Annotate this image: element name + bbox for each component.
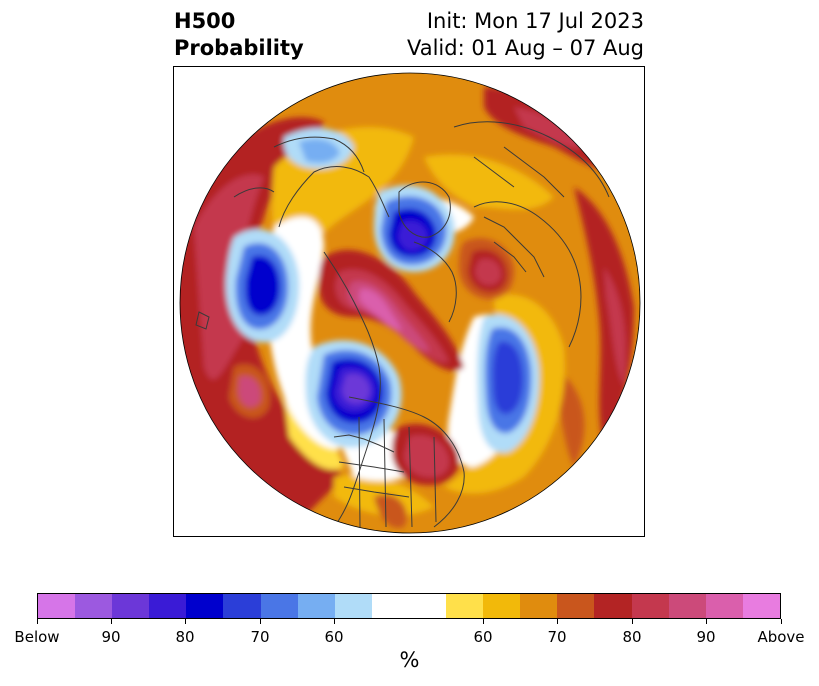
colorbar-tick-mark [705,619,707,624]
colorbar-tick-label: Above [757,628,805,646]
colorbar-tick-label: 80 [622,628,642,646]
colorbar-segment [223,594,261,618]
colorbar-segment [371,594,447,618]
colorbar-segment [334,594,372,618]
init-date: Init: Mon 17 Jul 2023 [426,9,644,33]
colorbar-segment [483,594,521,618]
colorbar-segment [446,594,484,618]
colorbar-segment [742,594,780,618]
date-info: Init: Mon 17 Jul 2023 Valid: 01 Aug – 07… [407,8,644,62]
colorbar-segment [520,594,558,618]
colorbar-tick-mark [36,619,38,624]
colorbar-tick-mark [780,619,782,624]
colorbar-segment [149,594,187,618]
colorbar-tick-mark [631,619,633,624]
colorbar-segment [297,594,335,618]
colorbar-tick-label: 70 [250,628,270,646]
colorbar-segment [112,594,150,618]
colorbar-tick-label: 80 [175,628,195,646]
valid-dates: Valid: 01 Aug – 07 Aug [406,36,644,60]
colorbar-segment [186,594,224,618]
colorbar-segment [557,594,595,618]
colorbar [37,593,781,619]
colorbar-tick-mark [259,619,261,624]
map-boundary [179,72,641,534]
polar-map [179,72,641,534]
colorbar-tick-mark [482,619,484,624]
colorbar-segment [38,594,76,618]
probability-field [180,73,640,533]
colorbar-tick-label: Below [14,628,60,646]
title-line-2: Probability [174,36,304,60]
colorbar-tick-mark [110,619,112,624]
colorbar-tick-label: 70 [547,628,567,646]
colorbar-tick-label: 90 [696,628,716,646]
colorbar-tick-mark [556,619,558,624]
map-panel [173,66,645,537]
colorbar-tick-label: 60 [324,628,344,646]
colorbar-segment [631,594,669,618]
colorbar-tick-label: 90 [101,628,121,646]
colorbar-segment [705,594,743,618]
colorbar-tick-mark [184,619,186,624]
colorbar-segment [260,594,298,618]
colorbar-segment [668,594,706,618]
colorbar-segment [75,594,113,618]
title-line-1: H500 [174,9,236,33]
colorbar-units: % [399,648,420,672]
colorbar-segment [594,594,632,618]
chart-title: H500 Probability [174,8,304,62]
colorbar-tick-label: 60 [473,628,493,646]
colorbar-tick-mark [333,619,335,624]
